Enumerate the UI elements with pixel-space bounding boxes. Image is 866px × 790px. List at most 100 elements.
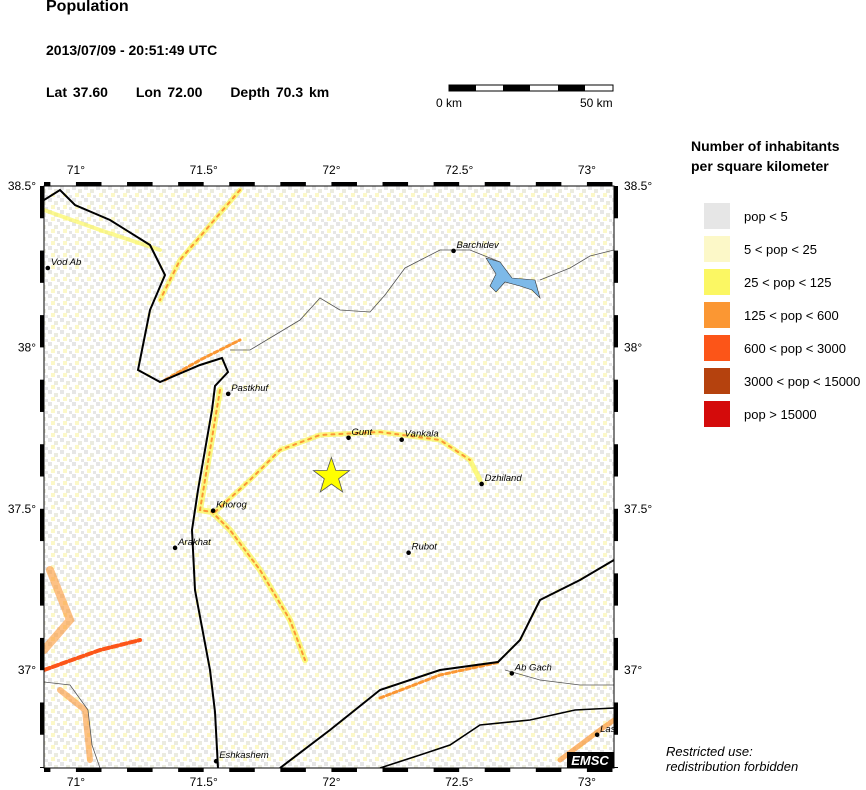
river <box>44 681 101 768</box>
lon-tick-label: 72° <box>322 163 340 177</box>
event-datetime: 2013/07/09 - 20:51:49 UTC <box>46 42 218 58</box>
town-label: Eshkashem <box>219 750 269 761</box>
event-coordinates: Lat 37.60 Lon 72.00 Depth 70.3 km <box>46 84 351 100</box>
longitude-label: Lon 72.00 <box>135 84 203 100</box>
lon-tick-label: 73° <box>578 163 596 177</box>
legend-swatch <box>704 269 730 295</box>
legend-swatch <box>704 335 730 361</box>
legend-label: 25 < pop < 125 <box>744 274 832 290</box>
town-marker[interactable]: Pastkhuf <box>225 383 270 397</box>
frame-segment <box>44 768 51 772</box>
frame-segment <box>229 768 255 772</box>
town-dot-icon <box>45 265 51 271</box>
scale-bar <box>448 84 614 92</box>
lake <box>485 257 541 300</box>
town-dot-icon <box>210 508 216 514</box>
legend-title: Number of inhabitants per square kilomet… <box>691 136 840 176</box>
town-marker[interactable]: Dzhiland <box>479 473 522 487</box>
frame-segment <box>40 702 44 735</box>
town-label: Vankala <box>405 429 439 440</box>
town-marker[interactable]: Lasi <box>594 724 619 738</box>
town-dot-icon <box>451 248 456 254</box>
frame-segment <box>331 182 357 186</box>
frame-segment <box>40 508 44 542</box>
legend-item: 25 < pop < 125 <box>704 269 831 295</box>
frame-segment <box>586 182 613 186</box>
legend-label: 600 < pop < 3000 <box>744 340 846 356</box>
town-dot-icon <box>172 545 178 551</box>
emsc-logo: EMSC <box>567 752 614 768</box>
frame-segment <box>127 768 153 772</box>
frame-segment <box>40 250 44 283</box>
frame-segment <box>40 573 44 606</box>
town-marker[interactable]: Khorog <box>210 500 248 514</box>
legend-item: 600 < pop < 3000 <box>704 335 846 361</box>
town-dot-icon <box>213 758 219 764</box>
frame-segment <box>535 182 562 186</box>
border <box>379 707 614 768</box>
populated-valleys <box>44 187 614 763</box>
town-marker[interactable]: Ab Gach <box>509 662 552 676</box>
lon-tick-label: 73° <box>578 775 596 789</box>
border <box>279 559 614 768</box>
lat-tick-label: 38.5° <box>8 179 36 193</box>
frame-segment <box>40 315 44 348</box>
frame-segment <box>614 379 618 412</box>
legend-swatch <box>704 236 730 262</box>
legend-title-line2: per square kilometer <box>691 158 829 174</box>
scale-end-label: 50 km <box>580 96 613 110</box>
epicenter-star-icon[interactable] <box>312 456 351 493</box>
frame-segment <box>280 182 306 186</box>
frame-segment <box>614 508 618 542</box>
lat-tick-label: 38° <box>624 340 642 354</box>
town-marker[interactable]: Vankala <box>399 429 439 443</box>
axis-labels: 71° 71° 71.5° 71.5° 72° 72° 72.5° 72.5° 73° 73° 38… <box>8 163 653 789</box>
frame-segment <box>433 768 460 772</box>
town-dot-icon <box>346 435 351 441</box>
frame-segment <box>614 250 618 283</box>
population-map[interactable]: Vod Ab Barchidev Pastkhuf Gunt Vankala Dzhila… <box>0 150 680 790</box>
depth-label: Depth 70.3 km <box>230 84 330 100</box>
lat-tick-label: 38° <box>18 340 36 354</box>
legend-swatch <box>704 368 730 394</box>
frame-segment <box>535 768 562 772</box>
map-title: Population <box>46 0 129 15</box>
frame-segment <box>614 637 618 671</box>
town-marker[interactable]: Arakhat <box>172 537 211 551</box>
frame-segment <box>75 768 102 772</box>
frame-segment <box>614 767 618 768</box>
town-label: Lasi <box>600 724 618 735</box>
frame-segment <box>44 182 51 186</box>
frame-segment <box>40 379 44 412</box>
legend-item: pop < 5 <box>704 203 788 229</box>
town-marker[interactable]: Barchidev <box>451 240 500 254</box>
legend-label: 3000 < pop < 15000 <box>744 373 861 389</box>
frame-segment <box>614 315 618 348</box>
town-marker[interactable]: Gunt <box>346 427 373 441</box>
frame-segment <box>75 182 102 186</box>
town-label: Ab Gach <box>514 662 552 673</box>
legend-label: 125 < pop < 600 <box>744 307 839 323</box>
border <box>44 188 230 768</box>
lat-tick-label: 37.5° <box>8 502 36 516</box>
frame-segment <box>614 702 618 735</box>
frame-segment <box>484 768 511 772</box>
legend-item: 5 < pop < 25 <box>704 236 817 262</box>
legend-swatch <box>704 302 730 328</box>
town-dot-icon <box>225 391 231 397</box>
town-marker[interactable]: Eshkashem <box>213 750 269 764</box>
legend-swatch <box>704 401 730 427</box>
town-marker[interactable]: Vod Ab <box>45 257 82 271</box>
lat-tick-label: 37.5° <box>624 502 652 516</box>
town-marker[interactable]: Rubot <box>406 542 437 555</box>
frame-segment <box>382 182 409 186</box>
frame-segment <box>40 767 44 768</box>
frame-segment <box>280 768 306 772</box>
lat-tick-label: 37° <box>18 663 36 677</box>
restricted-line1: Restricted use: <box>666 744 753 759</box>
lon-tick-label: 72° <box>322 775 340 789</box>
lon-tick-label: 72.5° <box>445 775 473 789</box>
town-dot-icon <box>479 481 484 487</box>
town-label: Gunt <box>352 427 373 438</box>
frame-segment <box>586 768 613 772</box>
